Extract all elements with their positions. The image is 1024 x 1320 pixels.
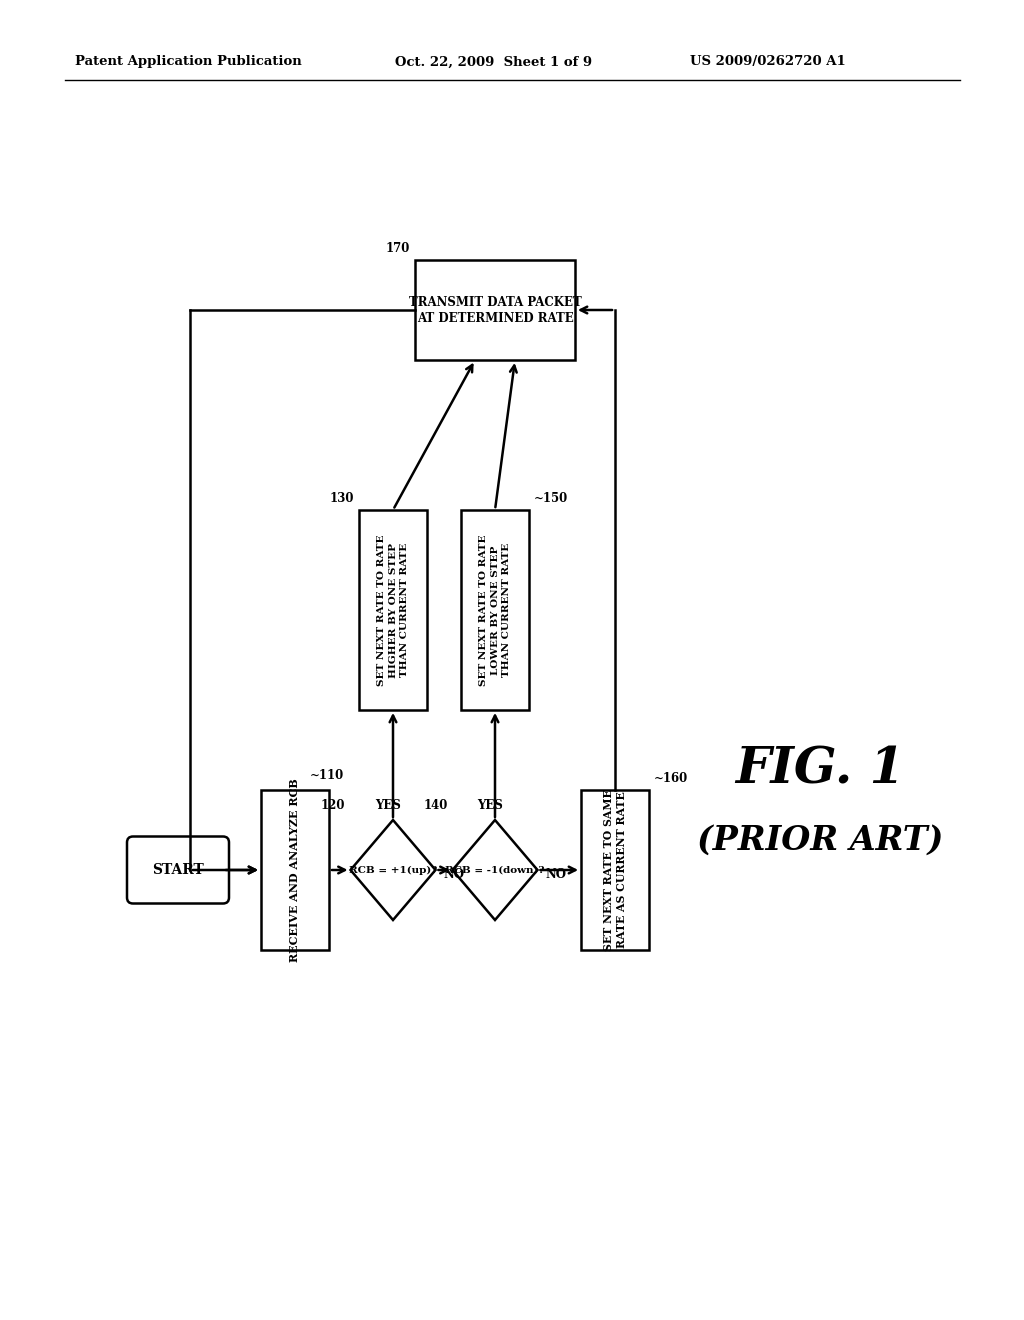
Text: TRANSMIT DATA PACKET
AT DETERMINED RATE: TRANSMIT DATA PACKET AT DETERMINED RATE [409,296,582,325]
Polygon shape [453,820,538,920]
Text: 120: 120 [321,799,345,812]
Text: ~150: ~150 [534,492,568,506]
Bar [581,789,649,950]
Text: ~160: ~160 [654,772,688,785]
Text: RCB = -1(down)?: RCB = -1(down)? [445,866,545,874]
Text: YES: YES [375,799,401,812]
Text: Oct. 22, 2009  Sheet 1 of 9: Oct. 22, 2009 Sheet 1 of 9 [395,55,592,69]
Text: ~110: ~110 [310,770,344,781]
Text: SET NEXT RATE TO RATE
LOWER BY ONE STEP
THAN CURRENT RATE: SET NEXT RATE TO RATE LOWER BY ONE STEP … [479,535,511,686]
Text: START: START [153,863,204,876]
Text: YES: YES [477,799,503,812]
Text: 130: 130 [330,492,354,506]
FancyBboxPatch shape [127,837,229,903]
Bar [261,789,329,950]
Text: FIG. 1: FIG. 1 [735,746,904,795]
Bar [461,510,529,710]
Text: 170: 170 [386,242,410,255]
Text: SET NEXT RATE TO SAME
RATE AS CURRENT RATE: SET NEXT RATE TO SAME RATE AS CURRENT RA… [603,789,628,950]
Text: RCB = +1(up)?: RCB = +1(up)? [349,866,437,875]
Text: Patent Application Publication: Patent Application Publication [75,55,302,69]
Text: NO: NO [443,869,465,882]
Bar [359,510,427,710]
Text: US 2009/0262720 A1: US 2009/0262720 A1 [690,55,846,69]
Text: (PRIOR ART): (PRIOR ART) [696,824,943,857]
Text: 140: 140 [423,799,447,812]
Bar [415,260,575,360]
Text: NO: NO [546,869,566,882]
Text: SET NEXT RATE TO RATE
HIGHER BY ONE STEP
THAN CURRENT RATE: SET NEXT RATE TO RATE HIGHER BY ONE STEP… [378,535,409,686]
Polygon shape [350,820,435,920]
Text: RECEIVE AND ANALYZE RCB: RECEIVE AND ANALYZE RCB [290,777,300,962]
